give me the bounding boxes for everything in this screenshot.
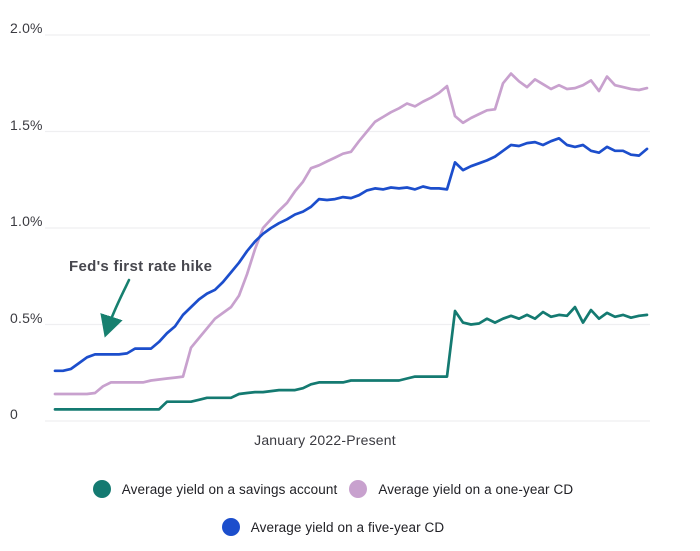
legend-row: Average yield on a five-year CD <box>221 518 445 536</box>
savings-account-line <box>53 305 649 411</box>
y-tick-label: 2.0% <box>10 20 43 36</box>
y-tick-label: 0.5% <box>10 309 43 326</box>
series-lines <box>53 72 649 411</box>
y-tick-label: 0 <box>10 406 18 422</box>
x-axis-label: January 2022-Present <box>254 432 396 448</box>
annotation-arrow <box>100 278 131 338</box>
legend-row: Average yield on a savings account Averag… <box>92 480 573 498</box>
legend-label: Average yield on a savings account <box>121 481 338 497</box>
savings-account-legend-dot <box>92 480 111 498</box>
y-tick-label: 1.0% <box>10 213 43 229</box>
one-year-cd-line <box>53 72 649 396</box>
legend-item-five-year-cd: Average yield on a five-year CD <box>221 518 445 536</box>
legend-item-savings-account: Average yield on a savings account <box>92 480 338 498</box>
y-tick-label: 1.5% <box>10 116 43 133</box>
gridlines <box>45 34 650 422</box>
chart-legend: Average yield on a savings account Averag… <box>0 480 683 536</box>
annotation-fed-first-rate-hike: Fed's first rate hike <box>69 258 213 275</box>
five-year-cd-line <box>53 136 649 373</box>
five-year-cd-legend-dot <box>221 518 240 536</box>
line-chart-plot-area <box>45 34 650 422</box>
legend-item-one-year-cd: Average yield on a one-year CD <box>349 480 573 498</box>
legend-label: Average yield on a one-year CD <box>378 481 574 497</box>
one-year-cd-legend-dot <box>349 480 368 498</box>
legend-label: Average yield on a five-year CD <box>250 519 445 535</box>
